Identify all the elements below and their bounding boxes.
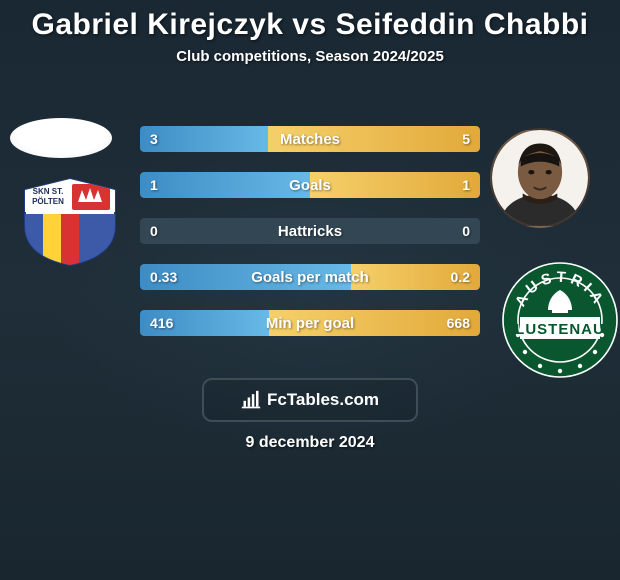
stat-row: 11Goals [140,172,480,198]
stat-row: 00Hattricks [140,218,480,244]
infographic-container: Gabriel Kirejczyk vs Seifeddin Chabbi Cl… [0,0,620,580]
stat-row: 35Matches [140,126,480,152]
player-avatar-left [10,118,112,158]
stat-bar-right [351,264,480,290]
page-subtitle: Club competitions, Season 2024/2025 [0,48,620,65]
badge-left-text-1: SKN ST. [33,187,64,196]
stat-row: 0.330.2Goals per match [140,264,480,290]
page-title: Gabriel Kirejczyk vs Seifeddin Chabbi [0,8,620,42]
club-badge-right: AUSTRIA LUSTENAU [500,260,620,380]
badge-right-band-text: LUSTENAU [515,321,605,338]
stat-bar-left [140,172,310,198]
club-badge-left: SKN ST. PÖLTEN [20,178,120,266]
stat-row: 416668Min per goal [140,310,480,336]
stat-bar-right [268,126,481,152]
player-avatar-right [490,128,590,228]
watermark-text: FcTables.com [267,390,379,410]
stat-bar-bg [140,218,480,244]
chart-icon [241,390,261,410]
stat-bar-right [269,310,480,336]
stats-block: 35Matches 11Goals 00Hattricks 0.330.2Goals … [140,126,480,356]
stat-bar-left [140,310,269,336]
watermark-box: FcTables.com [202,378,418,422]
avatar-silhouette-icon [492,130,588,226]
stat-bar-left [140,264,351,290]
date-text: 9 december 2024 [0,434,620,452]
badge-left-text-2: PÖLTEN [32,197,64,206]
stat-bar-left [140,126,268,152]
stat-bar-right [310,172,480,198]
